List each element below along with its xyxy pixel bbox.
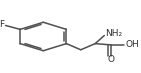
Text: O: O — [107, 55, 114, 64]
Text: NH₂: NH₂ — [105, 29, 122, 38]
Text: OH: OH — [125, 40, 139, 49]
Text: F: F — [0, 20, 5, 29]
